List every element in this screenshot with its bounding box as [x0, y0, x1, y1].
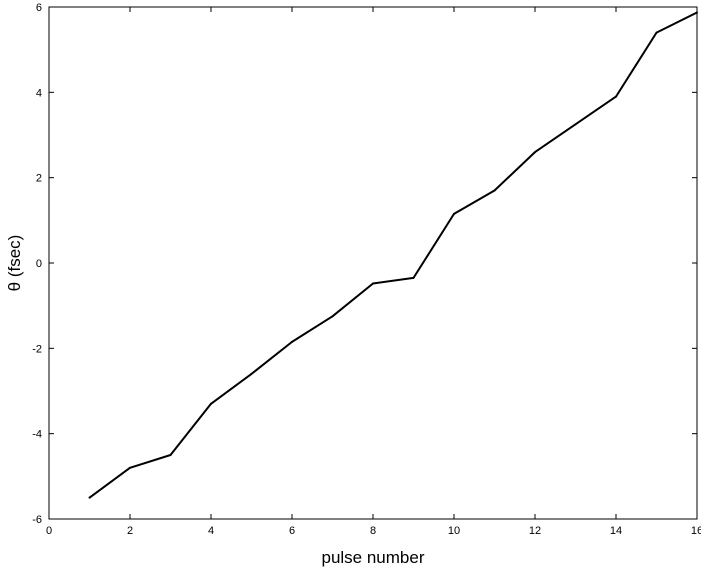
axis-tick-labels: 0 2 4 6 8 10 12 14 16 6 4 2 0 -2 -4 -6 [32, 2, 701, 537]
x-tick-label: 10 [448, 525, 460, 537]
axis-ticks [48, 6, 698, 520]
y-tick-label: -4 [32, 429, 42, 441]
y-tick-label: 2 [36, 173, 42, 185]
y-tick-label: 0 [36, 258, 42, 270]
data-point [493, 189, 496, 192]
data-point [615, 95, 617, 98]
data-point [412, 276, 415, 279]
data-point [250, 372, 253, 375]
data-point [291, 340, 293, 343]
data-point [129, 466, 131, 469]
data-point [331, 315, 334, 318]
x-tick-label: 12 [529, 525, 541, 537]
data-point [574, 123, 577, 126]
y-tick-label: -2 [32, 343, 42, 355]
y-tick-label: -6 [32, 514, 42, 526]
x-tick-label: 4 [208, 525, 214, 537]
y-axis-label: θ (fsec) [5, 235, 24, 292]
data-point [696, 11, 698, 14]
data-point [169, 454, 172, 456]
data-point [534, 151, 536, 154]
data-point [655, 31, 658, 34]
x-tick-label: 2 [127, 525, 133, 537]
x-tick-label: 8 [370, 525, 376, 537]
x-tick-label: 16 [691, 525, 701, 537]
series-line [88, 11, 698, 499]
plot-area [48, 6, 698, 520]
data-point [453, 212, 455, 215]
data-point [372, 282, 374, 285]
x-tick-label: 0 [46, 525, 52, 537]
x-axis-label: pulse number [321, 548, 424, 567]
y-tick-label: 6 [36, 2, 42, 14]
data-points [88, 11, 698, 499]
y-tick-label: 4 [36, 87, 42, 99]
data-point [88, 496, 91, 499]
data-point [210, 402, 212, 405]
x-tick-label: 14 [610, 525, 622, 537]
x-tick-label: 6 [289, 525, 295, 537]
